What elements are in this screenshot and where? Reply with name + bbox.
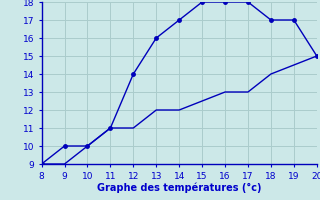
- X-axis label: Graphe des températures (°c): Graphe des températures (°c): [97, 182, 261, 193]
